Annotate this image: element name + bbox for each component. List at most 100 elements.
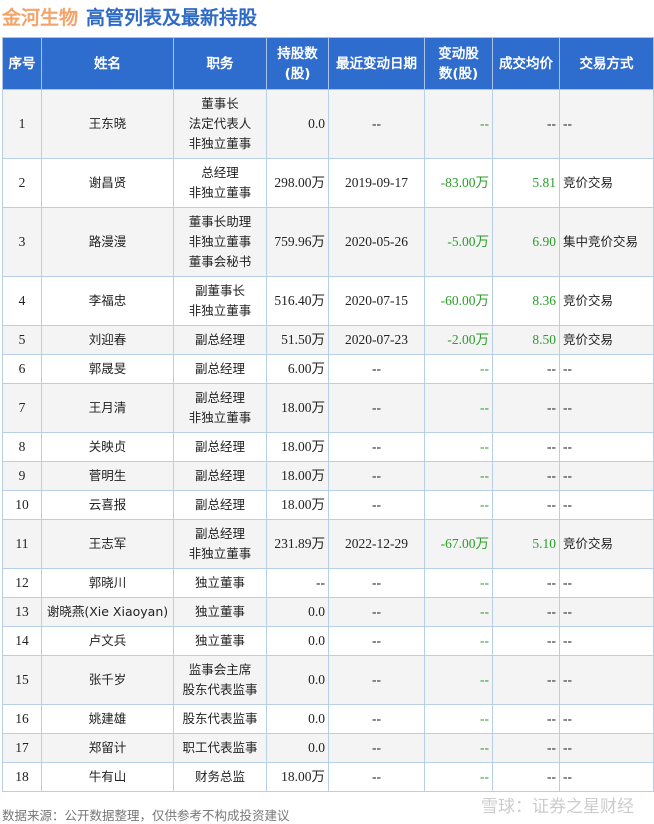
last-change-date: -- xyxy=(328,568,425,598)
shares-held: 759.96万 xyxy=(266,207,329,277)
shares-held: 18.00万 xyxy=(266,490,329,520)
row-number: 16 xyxy=(2,704,42,734)
executive-name: 牛有山 xyxy=(41,762,174,792)
position-line: 副总经理 xyxy=(194,468,245,483)
shares-held: 0.0 xyxy=(266,655,329,705)
position-line: 副总经理 xyxy=(194,439,245,454)
last-change-date: 2019-09-17 xyxy=(328,158,425,208)
average-price: -- xyxy=(492,704,560,734)
table-row: 10 云喜报 副总经理 18.00万 -- -- -- -- xyxy=(2,490,654,520)
executive-name: 张千岁 xyxy=(41,655,174,705)
position-line: 非独立董事 xyxy=(188,185,252,200)
position-line: 副总经理 xyxy=(194,497,245,512)
trade-method: -- xyxy=(559,762,654,792)
executive-name: 刘迎春 xyxy=(41,325,174,355)
table-row: 11 王志军 副总经理 非独立董事 231.89万 2022-12-29 -67.00万 5.… xyxy=(2,519,654,569)
shares-changed: -- xyxy=(424,655,493,705)
last-change-date: -- xyxy=(328,762,425,792)
position-line: 副董事长 xyxy=(194,283,245,298)
shares-changed: -- xyxy=(424,490,493,520)
average-price: -- xyxy=(492,626,560,656)
trade-method: -- xyxy=(559,733,654,763)
trade-method: -- xyxy=(559,655,654,705)
average-price: 6.90 xyxy=(492,207,560,277)
row-number: 12 xyxy=(2,568,42,598)
row-number: 13 xyxy=(2,597,42,627)
position-line: 独立董事 xyxy=(194,575,245,590)
trade-method: 竞价交易 xyxy=(559,519,654,569)
shares-held: 0.0 xyxy=(266,89,329,159)
average-price: 8.36 xyxy=(492,276,560,326)
table-row: 9 菅明生 副总经理 18.00万 -- -- -- -- xyxy=(2,461,654,491)
shares-held: 6.00万 xyxy=(266,354,329,384)
average-price: -- xyxy=(492,655,560,705)
table-row: 7 王月清 副总经理 非独立董事 18.00万 -- -- -- -- xyxy=(2,383,654,433)
position: 董事长助理 非独立董事 董事会秘书 xyxy=(173,207,267,277)
row-number: 5 xyxy=(2,325,42,355)
average-price: -- xyxy=(492,733,560,763)
trade-method: -- xyxy=(559,597,654,627)
shares-changed: -83.00万 xyxy=(424,158,493,208)
last-change-date: 2020-05-26 xyxy=(328,207,425,277)
shares-changed: -2.00万 xyxy=(424,325,493,355)
position: 副总经理 xyxy=(173,354,267,384)
position: 独立董事 xyxy=(173,568,267,598)
executive-name: 关映贞 xyxy=(41,432,174,462)
position-line: 独立董事 xyxy=(194,604,245,619)
shares-changed: -- xyxy=(424,461,493,491)
position-line: 副总经理 xyxy=(194,526,245,541)
trade-method: -- xyxy=(559,568,654,598)
trade-method: -- xyxy=(559,89,654,159)
row-number: 11 xyxy=(2,519,42,569)
header-row: 序号 姓名 职务 持股数(股) 最近变动日期 变动股数(股) 成交均价 交易方式 xyxy=(2,37,654,90)
executive-name: 谢昌贤 xyxy=(41,158,174,208)
table-row: 3 路漫漫 董事长助理 非独立董事 董事会秘书 759.96万 2020-05-26 -5.0… xyxy=(2,207,654,277)
column-header: 成交均价 xyxy=(492,37,560,90)
executive-name: 姚建雄 xyxy=(41,704,174,734)
last-change-date: -- xyxy=(328,490,425,520)
position-line: 股东代表监事 xyxy=(182,682,258,697)
shares-held: 0.0 xyxy=(266,597,329,627)
position-line: 非独立董事 xyxy=(188,546,252,561)
last-change-date: 2020-07-15 xyxy=(328,276,425,326)
column-header: 交易方式 xyxy=(559,37,654,90)
shares-changed: -5.00万 xyxy=(424,207,493,277)
trade-method: -- xyxy=(559,704,654,734)
table-row: 8 关映贞 副总经理 18.00万 -- -- -- -- xyxy=(2,432,654,462)
position-line: 非独立董事 xyxy=(188,234,252,249)
row-number: 17 xyxy=(2,733,42,763)
shares-changed: -- xyxy=(424,762,493,792)
column-header: 最近变动日期 xyxy=(328,37,425,90)
shares-held: 18.00万 xyxy=(266,383,329,433)
position-line: 非独立董事 xyxy=(188,136,252,151)
row-number: 7 xyxy=(2,383,42,433)
trade-method: -- xyxy=(559,432,654,462)
table-row: 5 刘迎春 副总经理 51.50万 2020-07-23 -2.00万 8.50 竞价交易 xyxy=(2,325,654,355)
position-line: 副总经理 xyxy=(194,332,245,347)
row-number: 14 xyxy=(2,626,42,656)
average-price: -- xyxy=(492,597,560,627)
shares-changed: -- xyxy=(424,733,493,763)
shares-changed: -- xyxy=(424,432,493,462)
table-row: 14 卢文兵 独立董事 0.0 -- -- -- -- xyxy=(2,626,654,656)
shares-held: -- xyxy=(266,568,329,598)
column-header: 姓名 xyxy=(41,37,174,90)
average-price: -- xyxy=(492,89,560,159)
position-line: 副总经理 xyxy=(194,361,245,376)
trade-method: 竞价交易 xyxy=(559,158,654,208)
average-price: -- xyxy=(492,490,560,520)
shares-held: 0.0 xyxy=(266,704,329,734)
position-line: 非独立董事 xyxy=(188,410,252,425)
shares-changed: -- xyxy=(424,383,493,433)
shares-held: 18.00万 xyxy=(266,432,329,462)
trade-method: 竞价交易 xyxy=(559,276,654,326)
row-number: 2 xyxy=(2,158,42,208)
executive-name: 王东晓 xyxy=(41,89,174,159)
position-line: 副总经理 xyxy=(194,390,245,405)
table-row: 17 郑留计 职工代表监事 0.0 -- -- -- -- xyxy=(2,733,654,763)
shares-held: 0.0 xyxy=(266,733,329,763)
row-number: 15 xyxy=(2,655,42,705)
shares-changed: -- xyxy=(424,89,493,159)
position-line: 董事会秘书 xyxy=(188,254,252,269)
last-change-date: 2022-12-29 xyxy=(328,519,425,569)
